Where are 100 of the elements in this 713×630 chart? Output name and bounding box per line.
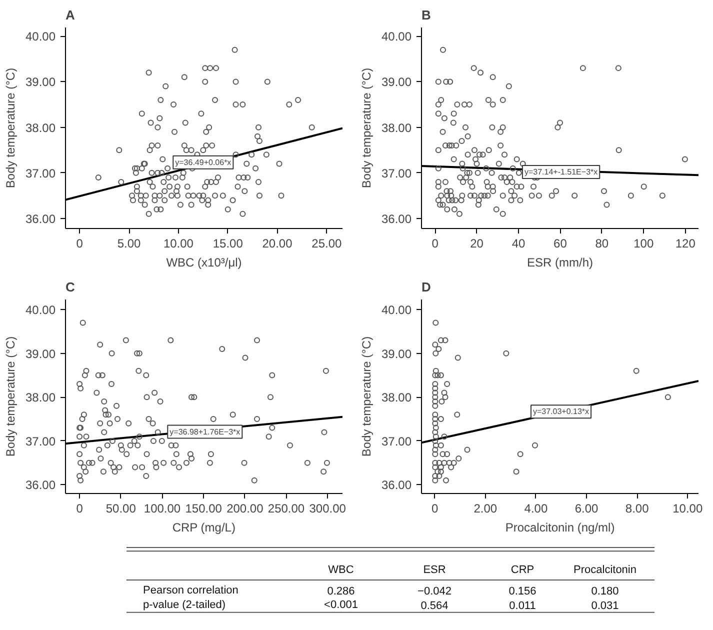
point (454, 354, 461, 361)
x-tick-label: 0 (432, 236, 439, 250)
point (432, 372, 438, 378)
x-tick-label: 100 (634, 236, 654, 250)
point (440, 451, 446, 458)
x-tick-label: 120 (675, 236, 696, 250)
point (432, 320, 439, 326)
point (432, 416, 438, 422)
text: ESR (423, 564, 446, 576)
point (443, 477, 450, 484)
x-tick-label: 80 (595, 236, 609, 250)
y-tick-label: 37.00 (381, 166, 412, 180)
annotation: y=37.03+0.13*x (532, 407, 590, 416)
y-tick-label: 36.00 (25, 212, 56, 226)
point (633, 368, 640, 374)
x-tick-label: 4.00 (524, 502, 548, 516)
y-tick-label: 37.00 (381, 434, 412, 448)
point (432, 446, 438, 453)
x-axis-title: WBC (x10³/μl) (166, 256, 242, 270)
x-tick-label: 20.00 (262, 236, 293, 250)
x-axis-title: Procalcitonin (ng/ml) (505, 520, 615, 534)
x-tick-label: 10.00 (163, 236, 194, 250)
point (432, 451, 438, 458)
x-tick-label: 8.00 (625, 502, 650, 516)
point (441, 460, 448, 466)
point (436, 346, 442, 352)
point (438, 398, 445, 405)
point (441, 390, 448, 396)
x-tick-label: 250.00 (268, 502, 305, 516)
y-tick-label: 40.00 (25, 303, 56, 318)
point (432, 394, 438, 400)
point (448, 464, 454, 470)
point (446, 460, 452, 466)
y-tick-label: 37.00 (25, 166, 56, 180)
x-tick-label: 2.00 (474, 502, 498, 516)
point (513, 468, 520, 475)
point (432, 429, 438, 436)
chart-title: A (66, 8, 76, 22)
x-tick-label: 40 (512, 236, 526, 250)
point (434, 372, 441, 378)
point (438, 372, 444, 378)
point (432, 477, 438, 484)
x-tick-label: 0 (76, 236, 84, 250)
text: WBC (328, 564, 354, 576)
point (436, 472, 442, 479)
point (432, 424, 439, 431)
x-tick-label: 10.00 (672, 502, 703, 516)
y-tick-label: 38.00 (381, 390, 412, 405)
y-tick-label: 36.00 (381, 478, 412, 492)
y-tick-label: 38.00 (25, 120, 56, 135)
text: CRP (510, 564, 534, 576)
point (438, 416, 444, 422)
point (432, 350, 439, 356)
x-tick-label: 25.00 (312, 236, 342, 250)
point (432, 368, 439, 374)
point (432, 472, 438, 479)
text: −0.042 (418, 586, 452, 598)
annotation: y=36.49+0.06*x (175, 158, 232, 167)
y-tick-label: 39.00 (381, 75, 412, 90)
y-tick-label: 37.00 (25, 434, 56, 448)
y-tick-label: 38.00 (25, 390, 56, 405)
y-axis-title: Body temperature (°C) (3, 336, 18, 457)
point (503, 350, 510, 356)
chart-title: C (66, 280, 76, 294)
point (432, 390, 438, 396)
annotation: y=37.14+-1.51E−3*x (524, 167, 598, 176)
point (436, 460, 442, 466)
text: 0.031 (591, 600, 619, 612)
y-tick-label: 39.00 (25, 346, 56, 361)
x-tick-label: 0 (432, 502, 439, 516)
y-tick-label: 39.00 (381, 346, 412, 361)
point (432, 342, 438, 348)
text: <0.001 (324, 599, 358, 612)
y-tick-label: 39.00 (25, 75, 56, 90)
point (432, 420, 438, 426)
text: Pearson correlation (143, 584, 238, 597)
text: 0.286 (327, 586, 355, 598)
y-tick-label: 36.00 (25, 478, 56, 492)
annotation: y=36.98+1.76E−3*x (170, 427, 240, 436)
y-tick-label: 40.00 (381, 30, 412, 44)
x-tick-label: 50.00 (106, 502, 136, 516)
text: 0.564 (420, 600, 448, 612)
point (432, 464, 438, 470)
x-tick-label: 15.00 (212, 236, 244, 250)
x-tick-label: 100.00 (144, 502, 181, 516)
point (432, 442, 439, 448)
text: 0.156 (508, 586, 536, 598)
x-tick-label: 150.00 (185, 502, 222, 516)
point (532, 442, 538, 448)
point (442, 337, 448, 344)
point (432, 381, 438, 388)
point (432, 385, 438, 392)
x-tick-label: 300.00 (309, 502, 346, 516)
y-tick-label: 38.00 (381, 120, 412, 135)
point (432, 460, 438, 466)
chart-title: D (422, 280, 431, 294)
text: 0.011 (509, 600, 536, 612)
y-tick-label: 40.00 (25, 30, 56, 44)
point (438, 468, 444, 475)
point (432, 434, 439, 440)
